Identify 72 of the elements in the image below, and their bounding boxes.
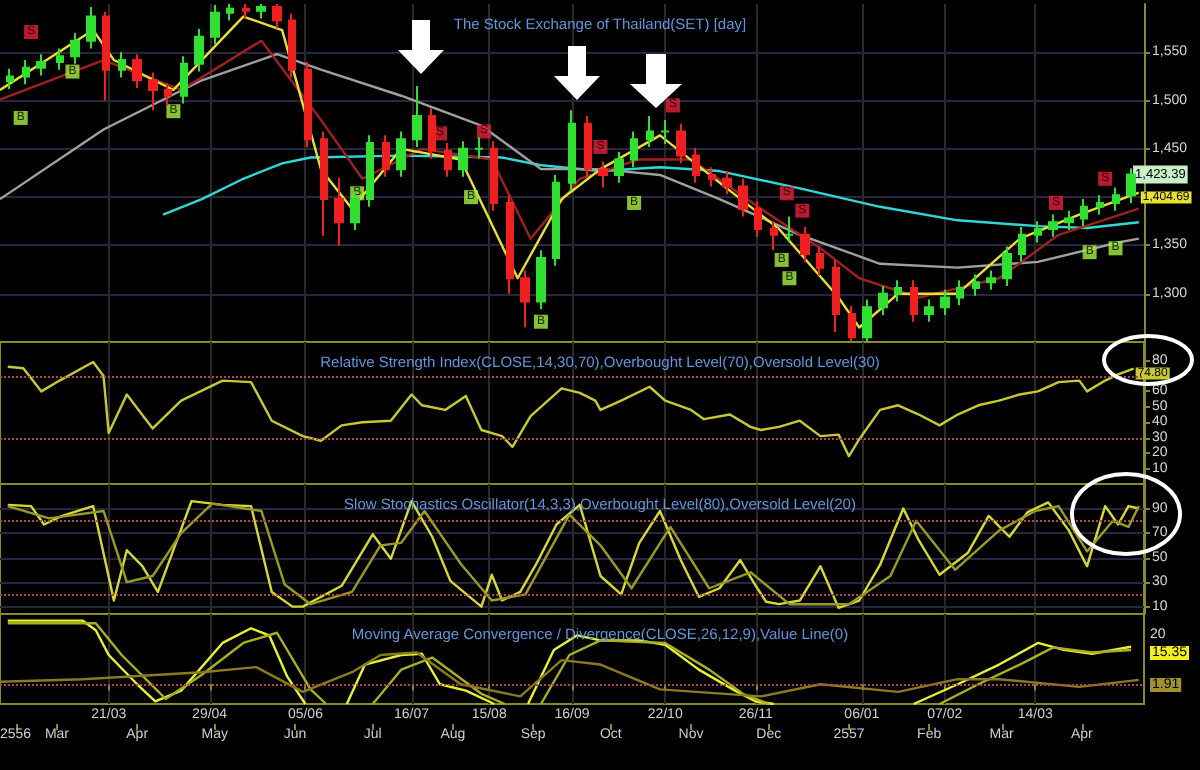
candlestick <box>676 122 686 165</box>
candlestick <box>520 269 530 329</box>
candlestick <box>1112 186 1120 212</box>
candlestick <box>428 107 436 160</box>
candlestick <box>226 3 234 22</box>
candlestick <box>894 279 902 303</box>
candlestick <box>770 220 778 252</box>
candlestick <box>646 115 654 148</box>
candlestick <box>396 130 406 178</box>
candlestick <box>1064 209 1074 231</box>
candlestick <box>660 118 670 146</box>
candlestick <box>86 5 96 50</box>
candlestick <box>584 115 592 178</box>
candlestick <box>848 305 856 343</box>
candlestick <box>6 67 14 90</box>
candlestick <box>1018 226 1026 263</box>
candlestick <box>334 176 344 247</box>
candlestick <box>924 298 934 323</box>
candlestick <box>474 136 484 160</box>
candlestick <box>1126 167 1136 204</box>
candlestick <box>754 200 762 238</box>
candlestick <box>614 150 624 184</box>
candlestick <box>568 109 576 192</box>
candlestick <box>940 288 950 316</box>
candlestick <box>816 245 824 277</box>
candlestick <box>118 51 126 79</box>
candlestick <box>366 134 374 208</box>
candlestick <box>708 166 716 188</box>
candlestick <box>242 3 250 20</box>
candlestick <box>70 31 80 65</box>
candlestick <box>256 3 266 20</box>
candlestick <box>22 59 30 86</box>
candlestick <box>194 28 204 73</box>
candlestick <box>458 140 468 178</box>
candlestick <box>288 12 296 79</box>
candlestick <box>506 194 514 295</box>
candlestick <box>304 60 312 148</box>
candlestick <box>210 3 220 46</box>
candlestick <box>1048 213 1058 238</box>
candlestick <box>132 53 142 90</box>
candlestick <box>738 177 748 218</box>
candlestick <box>536 249 546 311</box>
candlestick <box>36 53 46 77</box>
candlestick <box>1034 220 1042 244</box>
candlestick <box>630 130 638 169</box>
candlestick <box>180 55 188 105</box>
candlestick <box>1096 194 1104 216</box>
candlestick <box>910 279 918 323</box>
candlestick <box>598 160 608 189</box>
candlestick <box>490 140 498 212</box>
candlestick <box>102 10 110 102</box>
candlestick <box>164 82 172 107</box>
candlestick <box>552 173 560 267</box>
candlestick <box>878 284 888 316</box>
candlestick <box>444 142 452 178</box>
candlestick <box>1002 245 1012 287</box>
candlestick <box>272 3 282 30</box>
candlestick <box>956 279 964 307</box>
candlestick <box>382 134 390 178</box>
candlestick <box>784 215 794 244</box>
candlestick <box>972 273 980 297</box>
candlestick <box>56 47 64 71</box>
candlestick <box>1080 198 1088 228</box>
candlestick <box>692 146 700 184</box>
candlestick <box>722 170 732 196</box>
candlestick <box>862 298 872 343</box>
candlestick <box>148 71 158 112</box>
candlestick <box>832 258 840 334</box>
candlestick <box>412 85 422 148</box>
candlestick <box>986 269 996 291</box>
candlestick <box>320 130 328 237</box>
candlestick <box>800 226 810 263</box>
